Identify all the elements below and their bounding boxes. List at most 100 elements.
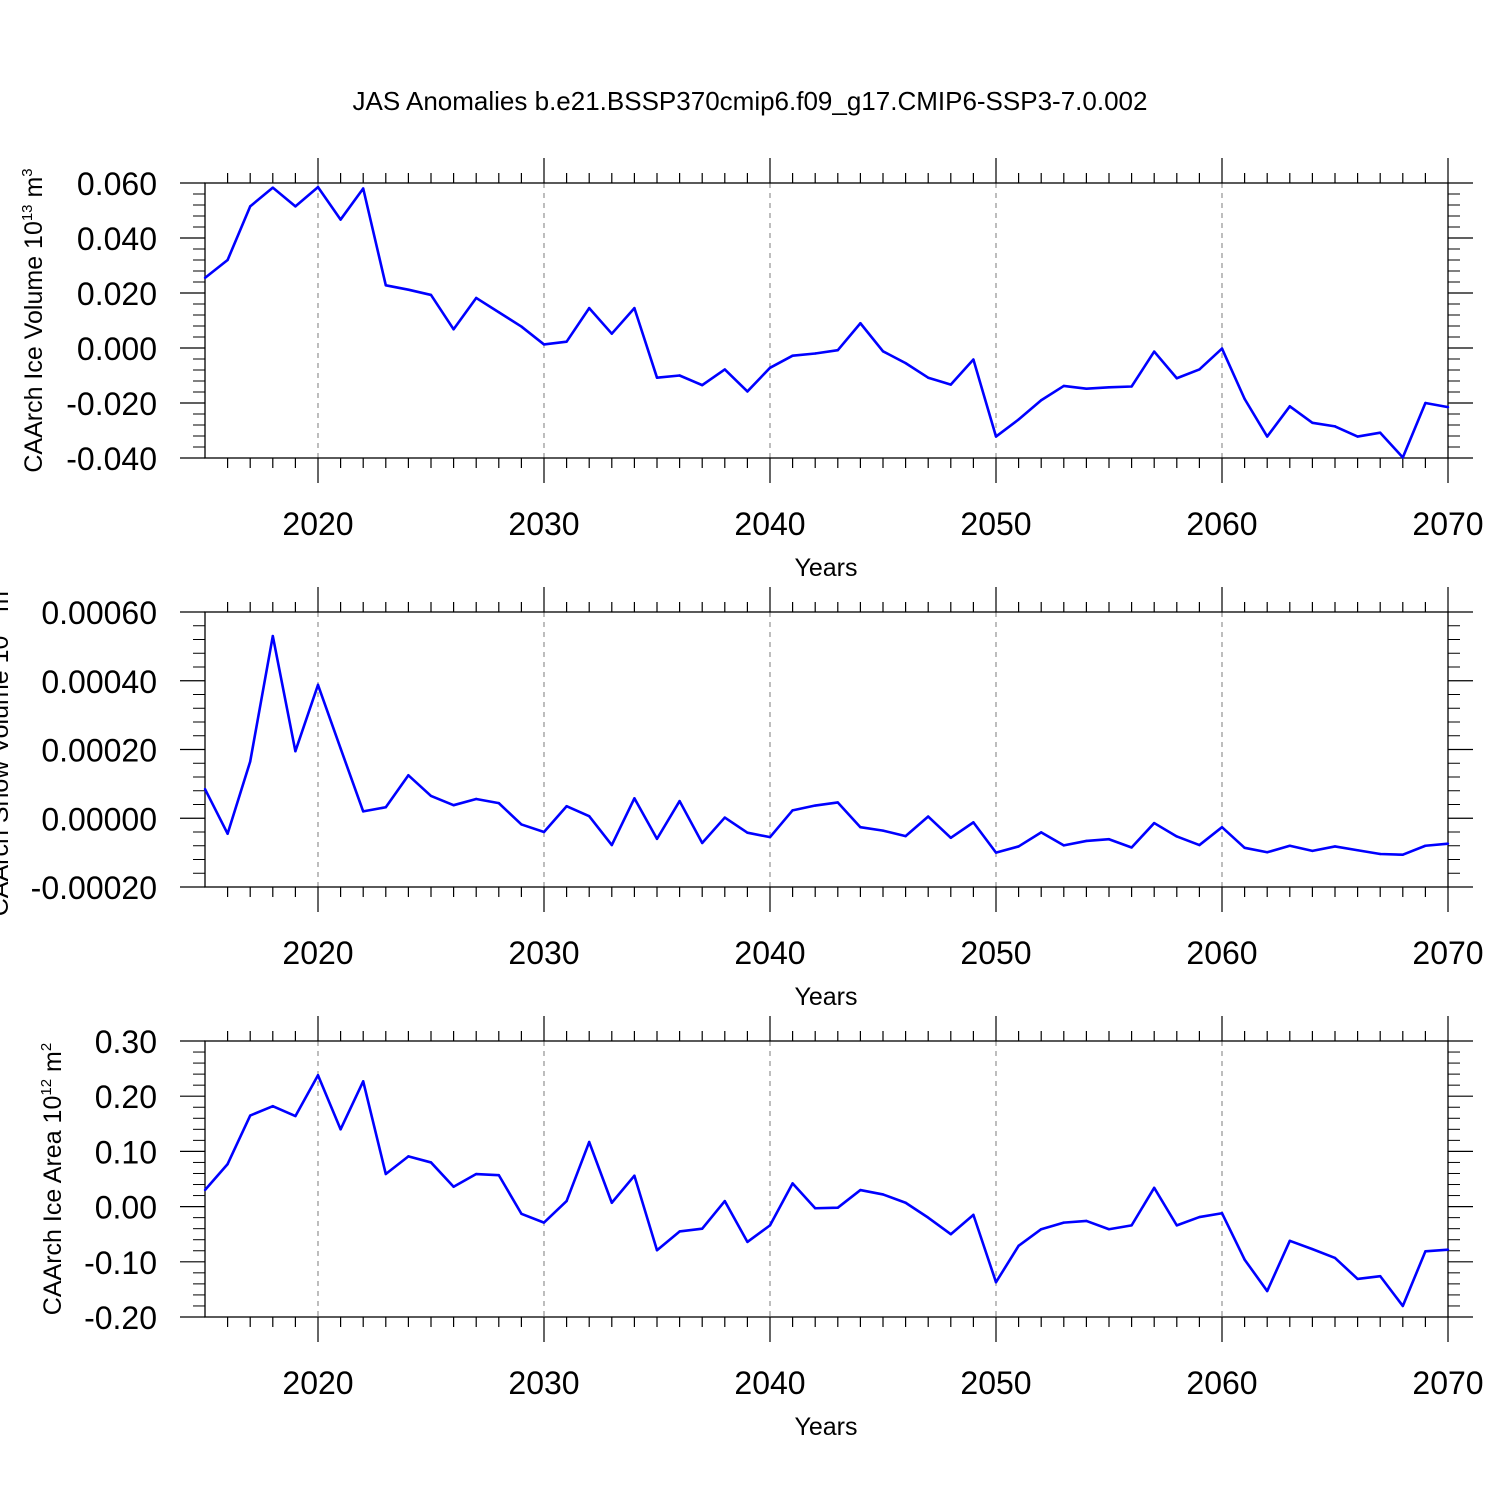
x-tick-label-2050: 2050 — [960, 935, 1031, 971]
data-point — [904, 1201, 907, 1204]
data-point — [407, 774, 410, 777]
data-point — [1175, 835, 1179, 838]
data-point — [1333, 425, 1337, 428]
data-point — [723, 816, 726, 819]
data-point — [701, 1227, 704, 1230]
data-point — [294, 1114, 297, 1118]
data-point — [768, 366, 772, 369]
y-axis-title: CAArch Ice Area 1012 m2 — [38, 1043, 67, 1315]
panel-ice-area: 2020 2030 2040 2050 2060 2070 -0.20 -0.10 0.00 0.… — [38, 1016, 1484, 1441]
y-axis-title-part: CAArch Ice Area 10 — [39, 1096, 67, 1316]
data-point — [791, 354, 794, 357]
data-point — [1107, 386, 1111, 389]
data-point — [316, 683, 320, 687]
y-axis-title-superscript: 3 — [0, 583, 2, 591]
data-point — [339, 747, 342, 750]
data-point — [927, 815, 930, 818]
data-point — [678, 1230, 681, 1233]
data-point — [1153, 350, 1156, 353]
data-point — [520, 823, 523, 826]
data-point — [1333, 1256, 1337, 1260]
data-point — [655, 837, 659, 841]
data-point — [1062, 384, 1066, 388]
data-point — [475, 1172, 478, 1176]
data-point — [542, 343, 546, 346]
data-point — [1266, 1289, 1269, 1293]
data-point — [881, 350, 885, 353]
y-axis-title-part: CAArch Snow Volume 10 — [0, 636, 14, 917]
data-point — [972, 1213, 975, 1217]
y-axis-title-part: CAArch Ice Volume 10 — [20, 221, 48, 473]
y-axis-title-superscript: 13 — [19, 204, 36, 221]
data-point — [384, 806, 387, 809]
data-point — [1062, 844, 1066, 847]
data-point — [701, 383, 704, 387]
data-point — [836, 801, 839, 804]
data-point — [814, 1207, 817, 1210]
data-point — [768, 835, 772, 839]
x-tick-label-2040: 2040 — [734, 506, 805, 542]
data-point — [1198, 843, 1201, 847]
data-point — [1085, 1219, 1088, 1223]
x-tick-label-2070: 2070 — [1412, 506, 1483, 542]
x-tick-label-2050: 2050 — [960, 506, 1031, 542]
data-point — [407, 288, 410, 291]
y-tick-label: -0.00020 — [31, 870, 157, 906]
data-point — [881, 829, 885, 832]
data-point — [1220, 1212, 1224, 1215]
data-point — [836, 1206, 839, 1209]
series-line-ice-volume — [204, 185, 1449, 459]
data-point — [791, 809, 794, 812]
data-point — [1017, 1244, 1020, 1247]
data-point — [429, 794, 433, 798]
data-point — [1379, 1274, 1382, 1278]
data-point — [1017, 845, 1020, 848]
data-point — [1288, 405, 1292, 408]
data-point — [881, 1193, 885, 1196]
data-point — [588, 814, 591, 818]
data-point — [542, 1221, 546, 1224]
data-point — [429, 293, 433, 297]
data-point — [339, 218, 342, 221]
data-point — [972, 358, 975, 361]
data-point — [452, 1185, 455, 1188]
data-point — [746, 390, 749, 393]
data-point — [927, 376, 930, 379]
data-point — [362, 1080, 365, 1083]
data-point — [904, 834, 907, 838]
y-tick-label: 0.00020 — [41, 733, 157, 769]
data-point — [475, 797, 478, 801]
series-line-snow-volume — [203, 634, 1449, 856]
data-point — [994, 435, 998, 438]
y-tick-label: 0.00060 — [41, 595, 157, 631]
data-point — [949, 1233, 952, 1236]
data-point — [678, 799, 681, 803]
data-point — [565, 1199, 568, 1203]
plot-frame — [204, 611, 1449, 888]
data-point — [588, 1140, 591, 1144]
data-point — [972, 821, 975, 824]
data-point — [1379, 852, 1382, 856]
data-point — [249, 205, 252, 208]
data-point — [362, 810, 365, 813]
y-tick-label: 0.000 — [77, 331, 157, 367]
y-tick-label: -0.020 — [66, 386, 157, 422]
data-point — [1107, 838, 1111, 841]
data-point — [1266, 435, 1269, 438]
data-point — [1153, 821, 1156, 825]
data-point — [1040, 399, 1043, 402]
x-tick-label-2060: 2060 — [1186, 506, 1257, 542]
data-point — [994, 1281, 998, 1284]
y-axis-title: CAArch Ice Volume 1013 m3 — [19, 168, 48, 472]
x-tick-label-2030: 2030 — [508, 506, 579, 542]
data-point — [497, 801, 500, 805]
data-point — [249, 760, 252, 763]
data-point — [542, 830, 546, 834]
data-point — [1356, 849, 1359, 852]
data-point — [994, 851, 998, 854]
data-point — [1130, 846, 1133, 849]
y-axis-title: CAArch Snow Volume 1013 m3 — [0, 583, 14, 917]
data-point — [633, 797, 636, 800]
data-point — [927, 1216, 930, 1219]
data-point — [226, 1162, 229, 1166]
